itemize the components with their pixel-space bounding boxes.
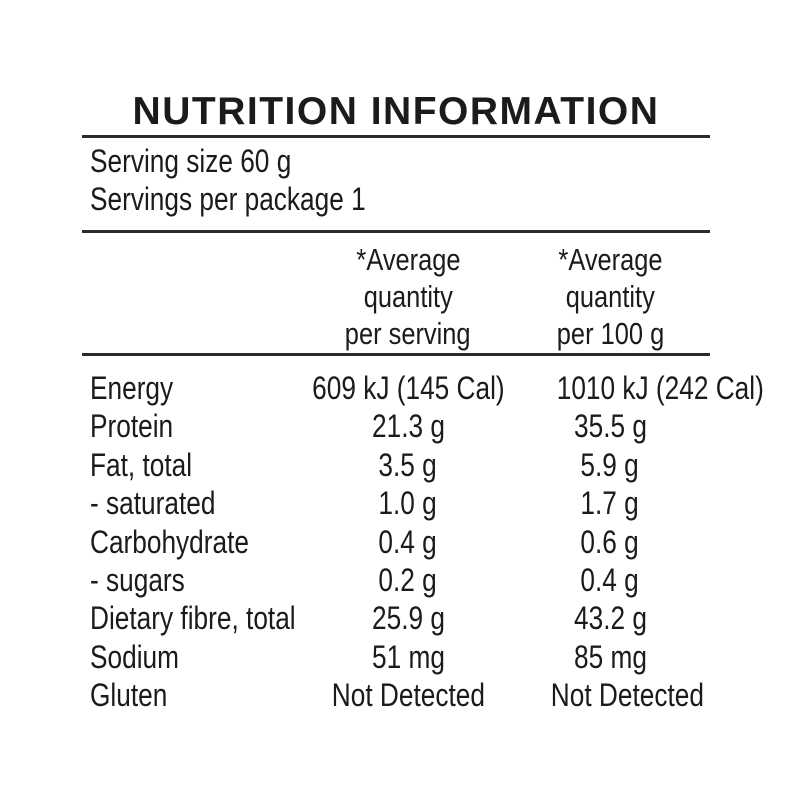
nutrient-name: Protein [90, 408, 174, 445]
value-per-serving: 0.2 g [378, 561, 438, 598]
value-per-100g: 0.4 g [580, 561, 640, 598]
table-row-sodium: Sodium 51 mg 85 mg [82, 638, 710, 676]
column-header-per-serving: *Average quantity per serving [282, 241, 534, 352]
column-header-line: quantity [363, 279, 453, 314]
nutrient-name: Sodium [90, 638, 179, 675]
column-headers: *Average quantity per serving *Average q… [82, 241, 710, 352]
nutrient-name: Energy [90, 370, 174, 406]
servings-per-package-line: Servings per package 1 [90, 181, 366, 217]
nutrient-name: Fat, total [90, 446, 193, 483]
table-row-saturated: - saturated 1.0 g 1.7 g [82, 484, 710, 522]
value-per-100g: 0.6 g [580, 523, 640, 560]
value-per-100g: Not Detected [550, 677, 704, 714]
value-per-serving: 3.5 g [378, 446, 438, 483]
value-per-100g: 43.2 g [573, 600, 647, 637]
value-per-serving: 25.9 g [371, 600, 445, 637]
column-header-spacer [82, 241, 282, 352]
value-per-serving: 21.3 g [371, 408, 445, 445]
nutrition-panel: NUTRITION INFORMATION Serving size 60 g … [82, 0, 764, 800]
table-row-energy: Energy 609 kJ (145 Cal) 1010 kJ (242 Cal… [82, 369, 764, 407]
panel-title: NUTRITION INFORMATION [132, 90, 660, 133]
divider-under-serving-info [82, 230, 710, 233]
serving-info: Serving size 60 g Servings per package 1 [90, 142, 426, 218]
table-row-fat-total: Fat, total 3.5 g 5.9 g [82, 446, 710, 484]
nutrient-name: Carbohydrate [90, 523, 249, 560]
value-per-serving: 0.4 g [378, 523, 438, 560]
table-row-protein: Protein 21.3 g 35.5 g [82, 407, 710, 445]
value-per-serving: 1.0 g [378, 485, 438, 522]
nutrient-name: Gluten [90, 677, 168, 714]
table-row-gluten: Gluten Not Detected Not Detected [82, 676, 710, 714]
column-header-line: *Average [355, 242, 461, 277]
nutrient-name: - sugars [90, 561, 185, 598]
value-per-100g: 1010 kJ (242 Cal) [556, 370, 764, 406]
divider-under-title [82, 135, 710, 138]
nutrient-table: Energy 609 kJ (145 Cal) 1010 kJ (242 Cal… [82, 369, 764, 715]
divider-under-column-headers [82, 353, 710, 356]
value-per-100g: 1.7 g [580, 485, 640, 522]
value-per-100g: 85 mg [573, 638, 647, 675]
column-header-spacer [686, 241, 710, 352]
value-per-serving: 51 mg [371, 638, 445, 675]
column-header-per-100g: *Average quantity per 100 g [534, 241, 686, 352]
column-header-line: quantity [565, 279, 655, 314]
nutrient-name: Dietary fibre, total [90, 600, 296, 637]
table-row-dietary-fibre: Dietary fibre, total 25.9 g 43.2 g [82, 599, 710, 637]
column-header-line: per 100 g [556, 316, 664, 351]
serving-size-line: Serving size 60 g [90, 143, 292, 179]
table-row-carbohydrate: Carbohydrate 0.4 g 0.6 g [82, 523, 710, 561]
table-row-sugars: - sugars 0.2 g 0.4 g [82, 561, 710, 599]
nutrient-name: - saturated [90, 485, 216, 522]
column-header-line: per serving [345, 316, 471, 351]
value-per-serving: Not Detected [331, 677, 485, 714]
value-per-100g: 5.9 g [580, 446, 640, 483]
value-per-serving: 609 kJ (145 Cal) [311, 370, 505, 406]
value-per-100g: 35.5 g [573, 408, 647, 445]
column-header-line: *Average [557, 242, 663, 277]
